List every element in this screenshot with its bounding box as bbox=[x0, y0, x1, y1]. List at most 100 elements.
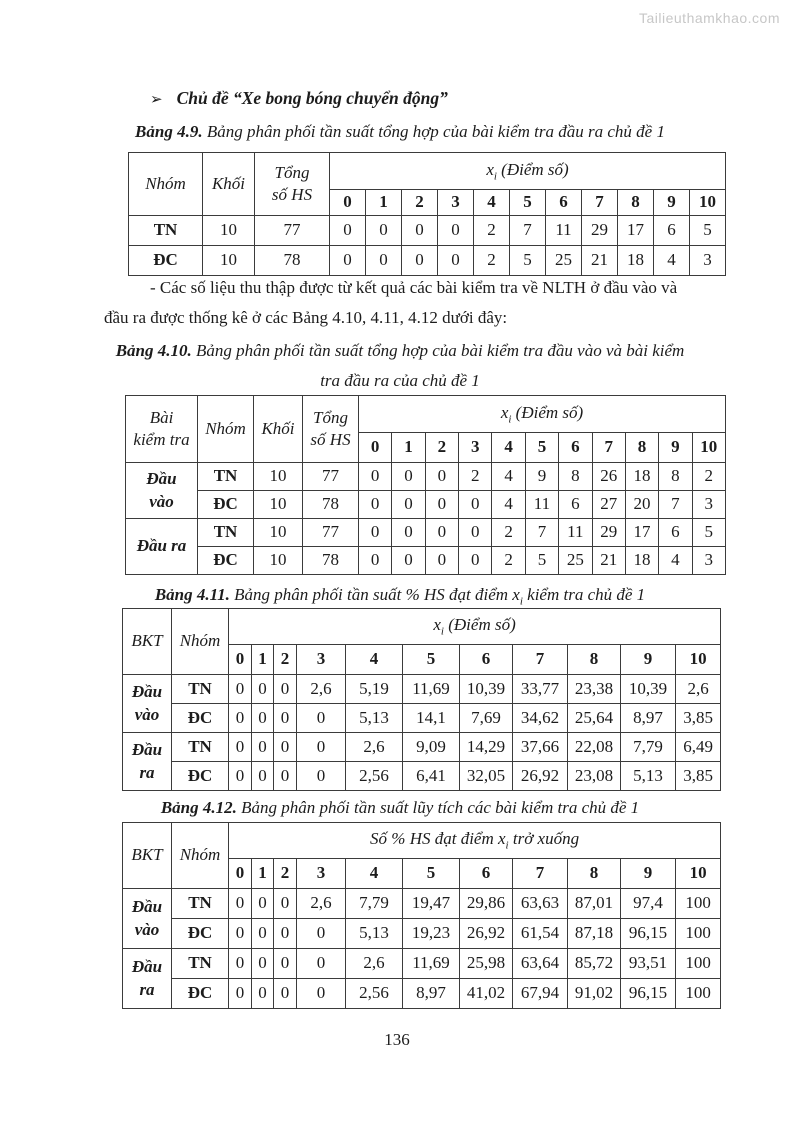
freq-cell: 0 bbox=[458, 490, 493, 519]
header-line: số HS bbox=[271, 185, 313, 204]
group-label-cell-dau-ra: Đầu ra bbox=[122, 948, 172, 1009]
freq-cell: 0 bbox=[329, 215, 366, 246]
table-4-12-caption: Bảng 4.12. Bảng phân phối tần suất lũy t… bbox=[92, 793, 708, 823]
row-label-cell: TN bbox=[197, 518, 254, 547]
pct-cell: 5,13 bbox=[620, 761, 676, 791]
pct-cell: 5,19 bbox=[345, 674, 403, 704]
pct-cell: 0 bbox=[273, 918, 297, 949]
pct-cell: 3,85 bbox=[674, 761, 722, 791]
xi-x: x bbox=[486, 159, 494, 179]
group-label-cell-dau-ra: Đầu ra bbox=[122, 732, 172, 791]
score-col-header: 1 bbox=[251, 858, 274, 889]
pct-cell: 0 bbox=[273, 948, 297, 979]
topic-heading-text: Chủ đề “Xe bong bóng chuyển động” bbox=[176, 88, 448, 108]
table-4-11-caption: Bảng 4.11. Bảng phân phối tần suất % HS … bbox=[92, 580, 708, 616]
page-number: 136 bbox=[384, 1030, 410, 1049]
freq-cell: 6 bbox=[558, 490, 593, 519]
pct-cell: 0 bbox=[296, 918, 346, 949]
freq-cell: 5 bbox=[524, 546, 560, 575]
score-col-header: 9 bbox=[653, 189, 690, 216]
pct-cell: 29,86 bbox=[459, 888, 513, 919]
group-line: ra bbox=[139, 979, 155, 999]
header-cell-bai-kiem-tra: Bài kiểm tra bbox=[125, 395, 198, 463]
tong-cell: 78 bbox=[302, 546, 359, 575]
score-col-header: 0 bbox=[228, 858, 252, 889]
xi-subscript: i bbox=[508, 413, 512, 426]
pct-cell: 34,62 bbox=[512, 703, 568, 733]
score-col-header: 3 bbox=[296, 644, 346, 675]
score-col-header: 0 bbox=[357, 432, 393, 463]
header-cell-nhom: Nhóm bbox=[171, 608, 229, 675]
header-line: Bài bbox=[149, 407, 174, 427]
pct-cell: 93,51 bbox=[620, 948, 676, 979]
freq-cell: 0 bbox=[437, 245, 474, 276]
caption-label: Bảng 4.12. bbox=[160, 798, 237, 817]
score-col-header: 8 bbox=[624, 432, 660, 463]
pct-cell: 7,79 bbox=[345, 888, 403, 919]
pct-cell: 2,56 bbox=[345, 761, 403, 791]
freq-cell: 9 bbox=[524, 462, 560, 491]
pct-cell: 10,39 bbox=[620, 674, 676, 704]
group-label-cell-dau-vao: Đầu vào bbox=[125, 462, 198, 519]
header-cell-nhom: Nhóm bbox=[197, 395, 254, 463]
row-label-cell: ĐC bbox=[171, 703, 229, 733]
table-row: TN 10 77 0 0 0 0 2 7 11 29 17 6 5 bbox=[128, 215, 726, 246]
score-col-header: 7 bbox=[512, 644, 568, 675]
pct-cell: 32,05 bbox=[459, 761, 513, 791]
header-cell-khoi: Khối bbox=[253, 395, 303, 463]
freq-cell: 0 bbox=[391, 490, 426, 519]
pct-cell: 0 bbox=[228, 978, 252, 1009]
caption-text: kiểm tra chủ đề 1 bbox=[522, 585, 646, 604]
score-col-header: 10 bbox=[691, 432, 727, 463]
table-row: ĐC 0 0 0 0 5,13 14,1 7,69 34,62 25,64 8,… bbox=[123, 703, 722, 733]
pct-cell: 2,6 bbox=[296, 888, 346, 919]
caption-line: Bảng 4.10. Bảng phân phối tần suất tổng … bbox=[92, 336, 708, 366]
freq-cell: 11 bbox=[545, 215, 582, 246]
freq-cell: 18 bbox=[624, 462, 660, 491]
table-row: Đầu ra TN 0 0 0 0 2,6 11,69 25,98 63,64 8… bbox=[122, 948, 722, 1009]
row-label-cell: TN bbox=[171, 888, 229, 919]
header-cell-cumulative: Số % HS đạt điểm xi trở xuống bbox=[227, 822, 722, 859]
pct-cell: 85,72 bbox=[567, 948, 621, 979]
pct-cell: 10,39 bbox=[459, 674, 513, 704]
pct-cell: 0 bbox=[228, 918, 252, 949]
pct-cell: 0 bbox=[251, 978, 274, 1009]
pct-cell: 0 bbox=[296, 732, 346, 762]
table-row: ĐC 10 78 0 0 0 0 2 5 25 21 18 4 3 bbox=[126, 546, 727, 575]
pct-cell: 61,54 bbox=[512, 918, 568, 949]
table-row: ĐC 0 0 0 0 5,13 19,23 26,92 61,54 87,18 … bbox=[123, 918, 722, 949]
pct-cell: 23,08 bbox=[567, 761, 621, 791]
score-col-header: 7 bbox=[512, 858, 568, 889]
freq-cell: 0 bbox=[391, 518, 426, 547]
header-line: kiểm tra bbox=[133, 430, 190, 449]
score-col-header: 3 bbox=[296, 858, 346, 889]
caption-text: Bảng phân phối tần suất % HS đạt điểm x bbox=[229, 585, 520, 604]
group-label-cell-dau-vao: Đầu vào bbox=[122, 888, 172, 949]
header-cell-tong-so-hs: Tổng số HS bbox=[254, 152, 330, 216]
pct-cell: 41,02 bbox=[459, 978, 513, 1009]
pct-cell: 2,56 bbox=[345, 978, 403, 1009]
freq-cell: 6 bbox=[658, 518, 693, 547]
score-col-header: 8 bbox=[567, 644, 621, 675]
header-cell-bkt: BKT bbox=[122, 822, 172, 889]
pct-cell: 100 bbox=[674, 978, 722, 1009]
tong-cell: 77 bbox=[302, 518, 359, 547]
pct-cell: 7,79 bbox=[620, 732, 676, 762]
pct-cell: 33,77 bbox=[512, 674, 568, 704]
score-col-header: 7 bbox=[591, 432, 626, 463]
score-col-header: 5 bbox=[509, 189, 546, 216]
freq-cell: 0 bbox=[401, 215, 438, 246]
pct-cell: 6,41 bbox=[402, 761, 460, 791]
group-line: vào bbox=[134, 919, 160, 939]
table-row: ĐC 10 78 0 0 0 0 2 5 25 21 18 4 3 bbox=[128, 245, 726, 276]
score-col-header: 4 bbox=[345, 858, 403, 889]
freq-cell: 18 bbox=[624, 546, 660, 575]
pct-cell: 0 bbox=[228, 948, 252, 979]
pct-cell: 2,6 bbox=[674, 674, 722, 704]
header-cell-nhom: Nhóm bbox=[171, 822, 229, 889]
freq-cell: 0 bbox=[424, 518, 460, 547]
row-label-cell: TN bbox=[128, 215, 203, 246]
pct-cell: 63,64 bbox=[512, 948, 568, 979]
table-4-10: Bài kiểm tra Nhóm Khối Tổng số HS xi (Điểm… bbox=[125, 395, 727, 575]
pct-cell: 9,09 bbox=[402, 732, 460, 762]
